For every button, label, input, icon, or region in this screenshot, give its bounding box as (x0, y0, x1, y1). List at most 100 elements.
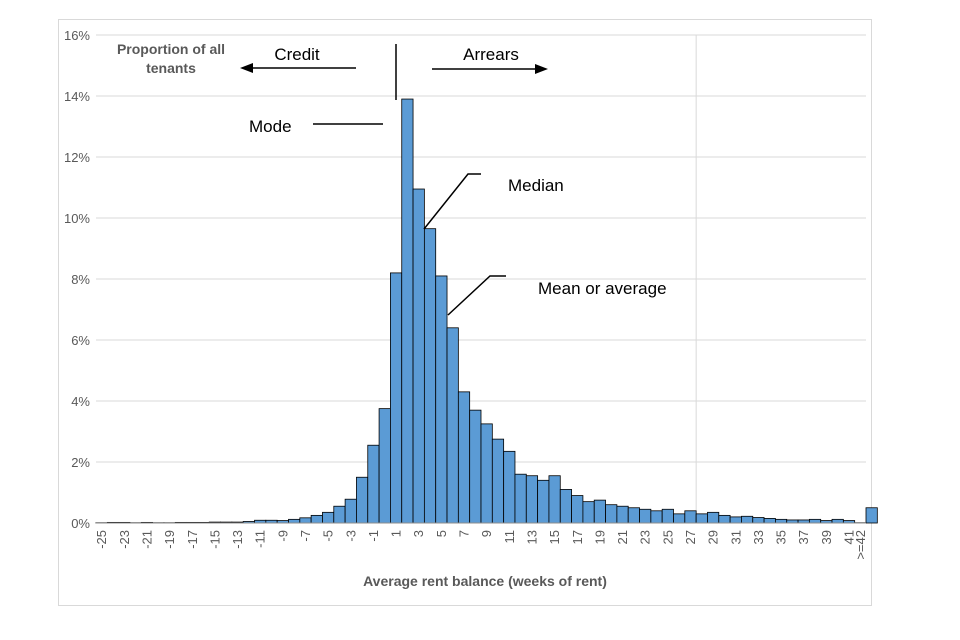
y-tick-label: 6% (71, 333, 90, 348)
bar-13 (525, 475, 539, 524)
mode-label: Mode (249, 117, 292, 136)
bar--6 (310, 514, 323, 524)
y-tick-label: 12% (64, 150, 90, 165)
bar-7 (457, 391, 471, 524)
x-tick-label: 39 (819, 530, 834, 544)
bar-14 (537, 479, 550, 524)
bar--8 (288, 518, 301, 524)
bar-19 (593, 499, 606, 524)
x-axis-ticks: -25 -23 -21 -19 -17 -15 -13 -11 -9 -7 -5 -3 -1 1 3 5 7 9 1… (94, 530, 868, 560)
x-tick-label: 41 (842, 530, 857, 544)
x-tick-label: 35 (774, 530, 789, 544)
bar--2 (356, 476, 369, 524)
bar--3 (344, 498, 357, 524)
bar-25 (661, 508, 674, 524)
y-tick-label: 10% (64, 211, 90, 226)
bar-16 (559, 489, 572, 524)
y-tick-label: 0% (71, 516, 90, 531)
bar-38 (808, 518, 822, 524)
x-tick-label: -9 (275, 530, 290, 542)
bar-26 (673, 513, 686, 524)
bar-31 (729, 516, 742, 524)
x-tick-label: 17 (570, 530, 585, 544)
x-tick-label: 23 (638, 530, 653, 544)
x-tick-label: -23 (117, 530, 132, 549)
bar-27 (684, 510, 697, 524)
bar-33 (752, 517, 765, 524)
bar-35 (775, 518, 788, 524)
x-tick-label: 31 (728, 530, 743, 544)
x-tick-label: 11 (502, 530, 517, 544)
bar-20 (605, 504, 618, 524)
bar-21 (616, 505, 629, 524)
bar-17 (571, 495, 584, 524)
credit-arrow-head (240, 63, 253, 73)
x-tick-label: 19 (592, 530, 607, 544)
x-tick-label: -1 (366, 530, 381, 542)
x-tick-label: 5 (434, 530, 449, 537)
y-tick-label: 4% (71, 394, 90, 409)
arrears-arrow-head (535, 64, 548, 74)
bar-0 (378, 408, 391, 524)
y-axis-title-line-1: Proportion of all (117, 41, 225, 57)
x-tick-label: 37 (796, 530, 811, 544)
y-axis-title-line-2: tenants (146, 60, 196, 76)
bar-15 (548, 475, 561, 524)
bar-22 (627, 507, 640, 524)
x-tick-label: -19 (162, 530, 177, 549)
median-pointer-line (423, 173, 481, 230)
x-tick-label: 25 (660, 530, 675, 544)
bar--4 (333, 505, 346, 524)
x-tick-label: 33 (751, 530, 766, 544)
x-tick-label: -15 (207, 530, 222, 549)
bar-4 (423, 228, 437, 524)
x-tick-label: -3 (343, 530, 358, 542)
x-tick-label: 3 (411, 530, 426, 537)
x-axis-title: Average rent balance (weeks of rent) (363, 573, 607, 589)
bar--5 (322, 511, 335, 524)
bar-11 (503, 450, 516, 524)
x-tick-label: -13 (230, 530, 245, 549)
x-tick-label: -11 (253, 530, 268, 548)
bar--1 (367, 444, 380, 524)
bar-34 (763, 518, 776, 524)
x-tick-label: 13 (524, 530, 539, 544)
x-tick-label: 7 (457, 530, 472, 537)
bar-29 (707, 511, 720, 524)
x-tick-label: -25 (94, 530, 109, 549)
y-tick-label: 14% (64, 89, 90, 104)
bar-10 (491, 438, 505, 524)
y-tick-label: 8% (71, 272, 90, 287)
y-tick-label: 16% (64, 28, 90, 43)
bar-40 (831, 518, 844, 524)
arrears-label: Arrears (463, 45, 519, 64)
bar-24 (650, 510, 663, 524)
bar-undefined (865, 507, 878, 524)
bar-18 (582, 501, 595, 524)
mean-label: Mean or average (538, 279, 667, 298)
x-tick-label: 9 (479, 530, 494, 537)
x-tick-label: -7 (298, 530, 313, 542)
y-axis-ticks: 0% 2% 4% 6% 8% 10% 12% 14% 16% (64, 28, 90, 531)
x-tick-label: 29 (706, 530, 721, 544)
bar-9 (480, 423, 493, 524)
bar-30 (718, 514, 731, 524)
y-tick-label: 2% (71, 455, 90, 470)
x-tick-label: -21 (139, 530, 154, 549)
x-tick-label: 27 (683, 530, 698, 544)
bar-32 (741, 515, 754, 524)
bar--7 (299, 517, 312, 524)
bar-3 (412, 188, 425, 524)
bar-5 (435, 275, 448, 524)
bar-6 (446, 327, 459, 524)
bar-23 (639, 508, 652, 524)
credit-label: Credit (274, 45, 320, 64)
x-tick-label: -5 (321, 530, 336, 542)
bar-8 (469, 409, 482, 524)
gridlines (96, 34, 866, 523)
mean-pointer-line (447, 275, 506, 316)
bar-1 (390, 272, 403, 524)
x-tick-label: 1 (389, 530, 404, 537)
x-tick-label: 15 (547, 530, 562, 544)
